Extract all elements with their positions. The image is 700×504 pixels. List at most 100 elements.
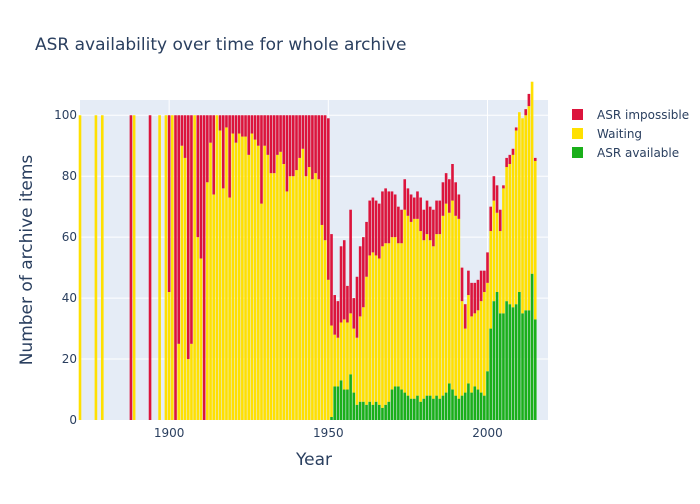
bar-waiting <box>272 173 276 420</box>
bar-asr-impossible <box>508 154 512 164</box>
bar-waiting <box>206 182 209 420</box>
bar-asr-impossible <box>279 115 282 152</box>
y-tick-label: 100 <box>54 108 77 122</box>
bar-asr-impossible <box>416 191 419 219</box>
y-tick-label: 80 <box>62 169 77 183</box>
bar-waiting <box>530 81 534 274</box>
bar-asr-impossible <box>438 200 442 235</box>
bar-asr-impossible <box>231 115 235 134</box>
bar-asr-impossible <box>256 115 260 146</box>
bar-waiting <box>374 255 378 402</box>
bar-asr-impossible <box>272 115 276 174</box>
bar-asr-impossible <box>225 115 228 128</box>
bar-asr-available <box>492 301 496 420</box>
bar-asr-impossible <box>371 197 375 253</box>
bar-asr-available <box>381 407 384 420</box>
bar-asr-impossible <box>276 115 279 155</box>
bar-waiting <box>164 115 168 420</box>
bar-waiting <box>100 115 104 420</box>
bar-asr-available <box>527 310 531 420</box>
bar-waiting <box>256 145 260 420</box>
bar-asr-available <box>336 386 340 420</box>
bar-asr-impossible <box>212 115 216 195</box>
bar-waiting <box>473 313 477 387</box>
bar-waiting <box>292 176 295 420</box>
bar-asr-available <box>505 301 508 420</box>
bar-asr-available <box>352 392 356 420</box>
bar-waiting <box>435 234 438 396</box>
bar-asr-available <box>533 319 537 420</box>
bar-waiting <box>231 133 235 420</box>
bar-waiting <box>524 115 528 311</box>
bar-waiting <box>502 188 505 314</box>
legend-swatch <box>572 109 583 120</box>
bar-asr-impossible <box>314 115 317 174</box>
legend-item[interactable]: ASR impossible <box>572 108 689 122</box>
bar-waiting <box>228 197 231 420</box>
bar-asr-impossible <box>502 185 505 189</box>
legend-swatch <box>572 128 583 139</box>
bar-asr-available <box>358 401 362 420</box>
bar-waiting <box>171 115 174 420</box>
bar-waiting <box>470 316 473 393</box>
bar-asr-impossible <box>460 267 464 302</box>
bar-waiting <box>307 167 311 420</box>
bar-asr-impossible <box>234 115 238 143</box>
bar-waiting <box>444 203 448 393</box>
bar-waiting <box>451 200 454 390</box>
bar-waiting <box>533 160 537 320</box>
bar-waiting <box>390 237 394 390</box>
bar-asr-impossible <box>470 282 473 317</box>
bar-waiting <box>358 316 362 402</box>
bar-asr-impossible <box>432 209 435 247</box>
bar-waiting <box>218 130 222 420</box>
bar-asr-impossible <box>387 191 391 244</box>
bar-asr-impossible <box>269 115 273 174</box>
bar-asr-available <box>368 401 372 420</box>
bar-asr-available <box>473 386 477 420</box>
bar-asr-available <box>365 404 368 420</box>
bar-waiting <box>489 231 492 329</box>
bar-asr-impossible <box>336 301 340 338</box>
bar-asr-impossible <box>352 298 356 329</box>
bar-waiting <box>527 106 531 311</box>
bar-asr-impossible <box>199 115 203 259</box>
bar-asr-available <box>454 395 457 420</box>
bar-asr-impossible <box>260 115 263 204</box>
bar-waiting <box>397 243 400 387</box>
bar-asr-impossible <box>492 176 496 201</box>
bar-waiting <box>327 279 330 420</box>
bar-waiting <box>333 334 336 387</box>
bar-waiting <box>349 313 352 375</box>
bar-waiting <box>279 151 282 421</box>
bar-asr-available <box>409 398 413 420</box>
bar-asr-available <box>435 395 438 420</box>
bar-asr-available <box>444 392 448 420</box>
bar-waiting <box>132 115 136 420</box>
legend-item[interactable]: Waiting <box>572 127 642 141</box>
bar-asr-impossible <box>263 115 266 146</box>
legend-item[interactable]: ASR available <box>572 146 679 160</box>
bar-waiting <box>377 258 381 405</box>
bar-asr-impossible <box>202 115 206 420</box>
bar-waiting <box>158 115 161 420</box>
bar-waiting <box>454 215 457 396</box>
bar-asr-available <box>451 389 454 420</box>
bar-asr-impossible <box>457 194 461 219</box>
bar-asr-impossible <box>362 237 365 308</box>
bar-waiting <box>237 133 241 420</box>
bar-asr-available <box>463 392 467 420</box>
bar-waiting <box>463 328 467 393</box>
bar-asr-impossible <box>295 115 298 171</box>
bar-waiting <box>521 118 524 314</box>
bar-waiting <box>167 292 171 420</box>
y-tick-label: 40 <box>62 291 77 305</box>
bar-asr-impossible <box>292 115 295 177</box>
bar-asr-available <box>422 398 426 420</box>
bar-waiting <box>412 218 416 399</box>
bar-asr-impossible <box>425 200 429 235</box>
bar-waiting <box>212 194 216 420</box>
bar-waiting <box>518 112 521 292</box>
bar-asr-available <box>521 313 524 420</box>
